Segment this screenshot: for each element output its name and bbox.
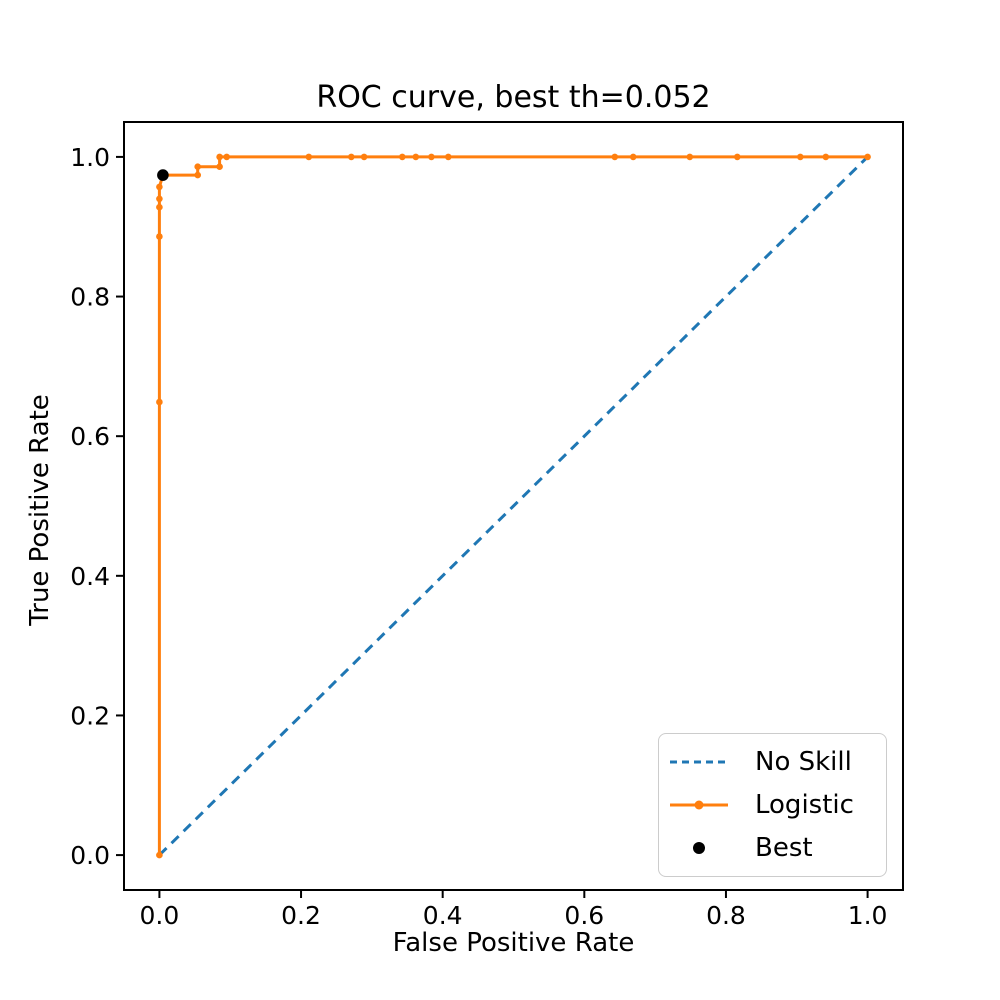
- data-point-logistic: [156, 195, 163, 203]
- data-point-logistic: [156, 851, 163, 859]
- line-with-dot-icon: [670, 800, 728, 810]
- data-point-logistic: [156, 398, 163, 406]
- data-point-logistic: [611, 153, 619, 161]
- data-point-logistic: [305, 153, 313, 161]
- best-point-marker: [157, 169, 169, 181]
- legend: No Skill Logistic Best: [658, 733, 887, 877]
- data-point-logistic: [428, 153, 435, 161]
- x-tick-label: 0.4: [423, 901, 463, 930]
- x-tick-label: 0.8: [706, 901, 746, 930]
- data-point-logistic: [223, 153, 230, 161]
- data-point-logistic: [348, 153, 355, 161]
- data-point-logistic: [864, 153, 871, 161]
- legend-entry-best: Best: [667, 827, 878, 869]
- x-axis-label: False Positive Rate: [392, 928, 635, 958]
- data-point-logistic: [822, 153, 830, 161]
- data-point-logistic: [216, 153, 223, 161]
- legend-label-no-skill: No Skill: [755, 746, 852, 777]
- legend-label-logistic: Logistic: [755, 789, 854, 820]
- y-tick-label: 0.4: [70, 562, 110, 591]
- legend-entry-no-skill: No Skill: [667, 741, 878, 783]
- y-tick-label: 0.8: [70, 283, 110, 312]
- x-tick-label: 0.6: [564, 901, 604, 930]
- data-point-logistic: [399, 153, 406, 161]
- data-point-logistic: [445, 153, 452, 161]
- data-point-logistic: [797, 153, 804, 161]
- data-point-logistic: [734, 153, 741, 161]
- legend-entry-logistic: Logistic: [667, 784, 878, 826]
- dashed-line-icon: [670, 760, 728, 764]
- x-tick-label: 0.0: [140, 901, 180, 930]
- data-point-logistic: [194, 163, 201, 170]
- data-point-logistic: [156, 233, 163, 240]
- y-tick-label: 0.2: [70, 701, 110, 730]
- x-tick-label: 0.2: [281, 901, 321, 930]
- data-point-logistic: [412, 153, 420, 161]
- x-tick-label: 1.0: [848, 901, 888, 930]
- y-tick-label: 0.6: [70, 422, 110, 451]
- dot-icon: [693, 842, 705, 855]
- data-point-logistic: [194, 171, 201, 179]
- y-tick-label: 0.0: [70, 841, 110, 870]
- legend-label-best: Best: [755, 833, 813, 864]
- data-point-logistic: [686, 153, 694, 161]
- y-tick-label: 1.0: [70, 143, 110, 172]
- data-point-logistic: [360, 153, 368, 161]
- data-point-logistic: [216, 163, 223, 170]
- plot-spines: [123, 121, 904, 891]
- data-point-logistic: [629, 153, 637, 161]
- chart-title: ROC curve, best th=0.052: [316, 80, 711, 115]
- y-axis-label: True Positive Rate: [25, 394, 55, 626]
- series-line-no-skill: [158, 155, 869, 857]
- data-point-logistic: [156, 183, 163, 191]
- data-point-logistic: [156, 203, 163, 211]
